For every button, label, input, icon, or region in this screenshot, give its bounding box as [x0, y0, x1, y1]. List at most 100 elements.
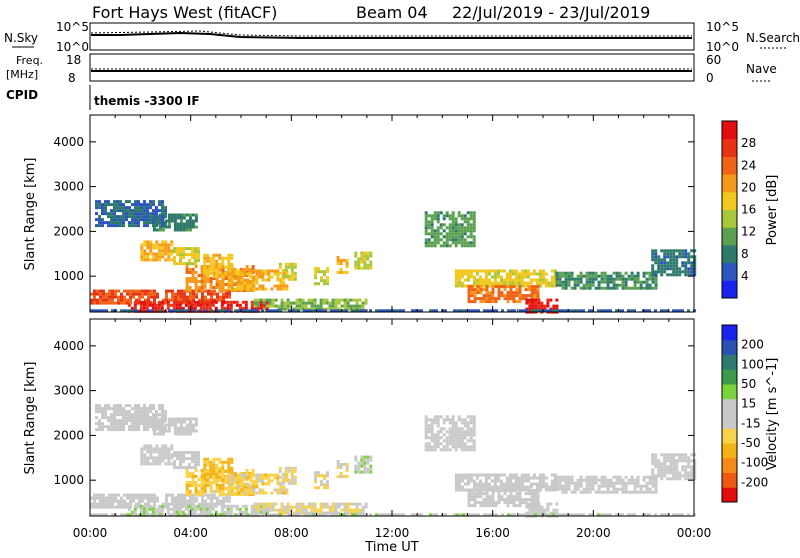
heatmap-cell	[143, 407, 146, 411]
heatmap-cell	[445, 226, 449, 230]
heatmap-cell	[159, 513, 162, 517]
heatmap-cell	[486, 513, 489, 517]
heatmap-cell	[119, 404, 122, 408]
heatmap-cell	[255, 272, 259, 276]
heatmap-cell	[255, 281, 259, 285]
heatmap-cell	[278, 481, 282, 485]
heatmap-cell	[636, 271, 640, 275]
heatmap-cell	[326, 267, 329, 271]
heatmap-cell	[579, 271, 583, 275]
heatmap-cell	[523, 479, 527, 483]
heatmap-cell	[209, 259, 213, 263]
heatmap-cell	[171, 292, 174, 296]
heatmap-cell	[177, 292, 180, 296]
colorbar-swatch	[722, 487, 737, 503]
heatmap-cell	[531, 502, 535, 506]
heatmap-cell	[261, 513, 264, 517]
heatmap-cell	[164, 215, 167, 219]
heatmap-cell	[591, 513, 594, 517]
heatmap-cell	[101, 203, 104, 207]
heatmap-cell	[177, 502, 180, 506]
heatmap-cell	[585, 484, 589, 488]
heatmap-cell	[555, 478, 559, 482]
heatmap-cell	[188, 222, 192, 226]
heatmap-cell	[188, 213, 192, 217]
heatmap-cell	[116, 206, 119, 210]
nsearch-label: N.Search	[746, 31, 800, 45]
heatmap-cell	[194, 286, 198, 289]
heatmap-cell	[137, 407, 140, 411]
heatmap-cell	[354, 513, 357, 517]
heatmap-cell	[290, 469, 294, 473]
heatmap-cell	[176, 262, 179, 266]
heatmap-cell	[666, 267, 670, 271]
heatmap-cell	[228, 272, 232, 276]
heatmap-cell	[454, 424, 458, 428]
heatmap-cell	[337, 502, 341, 506]
heatmap-cell	[173, 262, 176, 266]
heatmap-cell	[463, 418, 467, 422]
heatmap-cell	[153, 298, 156, 302]
heatmap-cell	[508, 482, 512, 486]
heatmap-cell	[231, 287, 235, 291]
heatmap-cell	[550, 479, 554, 483]
heatmap-cell	[203, 487, 207, 490]
heatmap-cell	[487, 269, 491, 273]
heatmap-cell	[621, 286, 625, 290]
heatmap-cell	[204, 513, 207, 517]
heatmap-cell	[273, 309, 276, 313]
heatmap-cell	[633, 277, 637, 281]
heatmap-cell	[576, 274, 580, 278]
heatmap-cell	[244, 510, 248, 514]
heatmap-cell	[343, 508, 347, 512]
heatmap-cell	[228, 287, 232, 291]
heatmap-cell	[101, 410, 104, 414]
heatmap-cell	[98, 200, 101, 204]
heatmap-cell	[137, 416, 140, 420]
heatmap-cell	[152, 252, 156, 256]
heatmap-cell	[240, 281, 244, 285]
heatmap-cell	[93, 295, 96, 299]
heatmap-cell	[200, 490, 204, 493]
heatmap-cell	[215, 478, 219, 482]
heatmap-cell	[212, 262, 216, 266]
heatmap-cell	[256, 304, 260, 308]
heatmap-cell	[558, 478, 562, 482]
heatmap-cell	[161, 224, 164, 228]
heatmap-cell	[143, 422, 146, 426]
heatmap-cell	[304, 508, 308, 512]
heatmap-cell	[460, 442, 464, 446]
heatmap-cell	[158, 200, 161, 204]
heatmap-cell	[420, 309, 423, 313]
heatmap-cell	[246, 491, 250, 495]
heatmap-cell	[445, 235, 449, 239]
heatmap-cell	[180, 502, 183, 506]
heatmap-cell	[278, 475, 282, 479]
heatmap-cell	[672, 252, 676, 256]
heatmap-cell	[186, 502, 189, 506]
heatmap-cell	[693, 273, 697, 277]
heatmap-cell	[142, 306, 146, 310]
heatmap-cell	[218, 253, 222, 257]
heatmap-cell	[436, 229, 440, 233]
heatmap-cell	[240, 269, 244, 273]
heatmap-cell	[167, 450, 171, 454]
heatmap-cell	[155, 444, 159, 448]
heatmap-cell	[205, 504, 209, 508]
heatmap-cell	[500, 498, 504, 502]
heatmap-cell	[215, 457, 219, 461]
heatmap-cell	[466, 275, 470, 279]
heatmap-cell	[534, 513, 537, 517]
heatmap-cell	[185, 472, 189, 475]
heatmap-cell	[212, 481, 216, 484]
heatmap-cell	[102, 289, 105, 293]
heatmap-cell	[93, 502, 96, 506]
heatmap-cell	[527, 498, 531, 502]
heatmap-cell	[430, 217, 434, 221]
heatmap-cell	[142, 309, 146, 313]
heatmap-cell	[188, 475, 192, 478]
heatmap-cell	[191, 481, 195, 484]
heatmap-cell	[185, 466, 188, 470]
heatmap-cell	[192, 309, 195, 313]
heatmap-cell	[200, 472, 204, 475]
